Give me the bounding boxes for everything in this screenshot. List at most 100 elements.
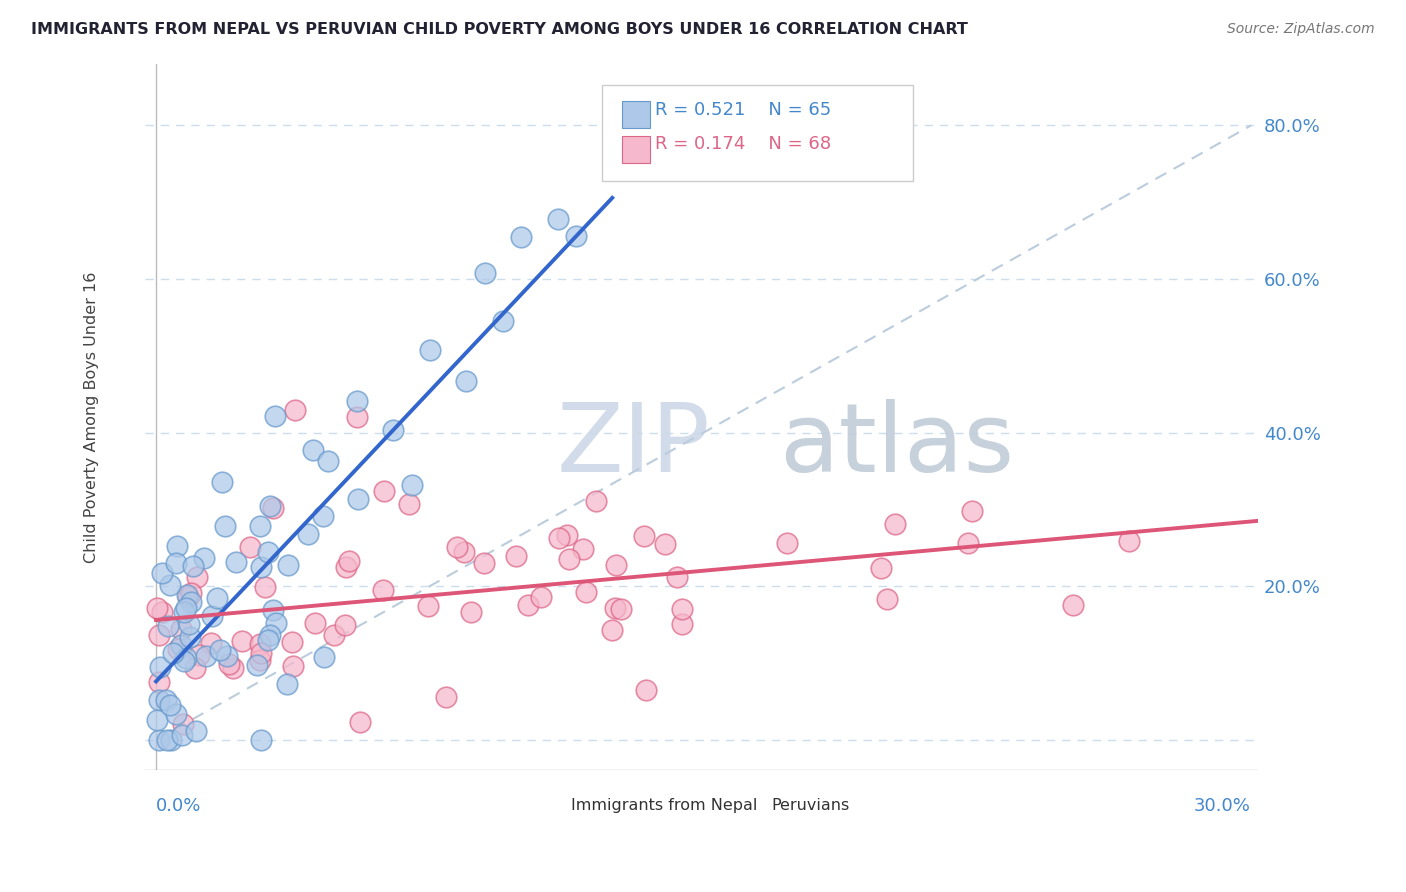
Text: atlas: atlas <box>779 399 1015 492</box>
Point <box>160 732 183 747</box>
Point <box>453 545 475 559</box>
Point <box>181 559 204 574</box>
Point <box>671 617 693 632</box>
Point <box>284 402 307 417</box>
Point <box>259 500 281 514</box>
Point <box>335 560 357 574</box>
Point <box>636 682 658 697</box>
Point <box>262 602 284 616</box>
Point <box>231 634 253 648</box>
Point <box>960 504 983 518</box>
Point <box>250 732 273 747</box>
Point <box>870 561 893 575</box>
Point <box>776 536 799 550</box>
Point <box>419 343 441 358</box>
Point <box>446 541 468 555</box>
Point <box>633 529 655 543</box>
Point <box>177 591 200 605</box>
Point <box>301 442 323 457</box>
Point <box>605 558 627 572</box>
Point <box>304 615 326 630</box>
Point <box>333 617 356 632</box>
Point <box>472 556 495 570</box>
Point <box>214 519 236 533</box>
Point <box>170 638 193 652</box>
Text: Peruvians: Peruvians <box>772 798 851 814</box>
Point <box>262 500 284 515</box>
Text: Child Poverty Among Boys Under 16: Child Poverty Among Boys Under 16 <box>84 271 100 563</box>
Point <box>167 642 190 657</box>
Point <box>176 588 198 602</box>
Point <box>671 602 693 616</box>
Point <box>156 619 179 633</box>
Point <box>172 728 194 742</box>
Point <box>186 723 208 738</box>
Point <box>211 475 233 489</box>
Point <box>155 693 177 707</box>
Point <box>1062 598 1084 612</box>
Point <box>505 549 527 563</box>
Point <box>547 211 569 226</box>
Point <box>166 539 188 553</box>
Point <box>516 598 538 612</box>
Point <box>434 690 457 704</box>
Point <box>209 642 232 657</box>
Point <box>277 558 299 573</box>
Point <box>316 454 339 468</box>
Text: 30.0%: 30.0% <box>1194 797 1251 815</box>
Point <box>179 630 201 644</box>
Point <box>337 554 360 568</box>
Point <box>492 314 515 328</box>
Point <box>456 374 478 388</box>
Point <box>346 410 368 425</box>
Point <box>883 517 905 532</box>
Point <box>250 646 273 660</box>
Point <box>555 528 578 542</box>
Point <box>529 590 551 604</box>
Point <box>148 732 170 747</box>
Point <box>249 637 271 651</box>
Point <box>264 409 287 423</box>
Point <box>148 628 170 642</box>
Point <box>371 582 394 597</box>
Point <box>162 646 184 660</box>
Point <box>148 693 170 707</box>
Point <box>148 674 170 689</box>
Text: IMMIGRANTS FROM NEPAL VS PERUVIAN CHILD POVERTY AMONG BOYS UNDER 16 CORRELATION : IMMIGRANTS FROM NEPAL VS PERUVIAN CHILD … <box>31 22 967 37</box>
Point <box>558 551 581 566</box>
Point <box>146 713 169 727</box>
Point <box>184 660 207 674</box>
Point <box>201 608 224 623</box>
Point <box>239 540 262 554</box>
Point <box>281 635 304 649</box>
Point <box>159 698 181 712</box>
Point <box>585 493 607 508</box>
Point <box>654 537 676 551</box>
Point <box>166 556 188 570</box>
Point <box>416 599 439 614</box>
Point <box>312 509 335 524</box>
Point <box>187 648 209 662</box>
Point <box>373 483 395 498</box>
Point <box>173 605 195 619</box>
FancyBboxPatch shape <box>538 795 567 818</box>
Point <box>218 657 240 671</box>
Point <box>609 601 631 615</box>
Point <box>176 650 198 665</box>
Point <box>510 230 533 244</box>
Point <box>460 605 482 619</box>
Point <box>146 600 169 615</box>
Point <box>1118 533 1140 548</box>
Text: R = 0.174    N = 68: R = 0.174 N = 68 <box>655 135 831 153</box>
Point <box>266 616 288 631</box>
FancyBboxPatch shape <box>621 136 651 163</box>
Point <box>186 570 208 584</box>
Text: 0.0%: 0.0% <box>156 797 201 815</box>
Point <box>250 560 273 574</box>
Text: Source: ZipAtlas.com: Source: ZipAtlas.com <box>1227 22 1375 37</box>
Point <box>276 677 298 691</box>
Point <box>259 628 281 642</box>
Point <box>225 555 247 569</box>
Point <box>222 660 245 674</box>
Point <box>398 497 420 511</box>
